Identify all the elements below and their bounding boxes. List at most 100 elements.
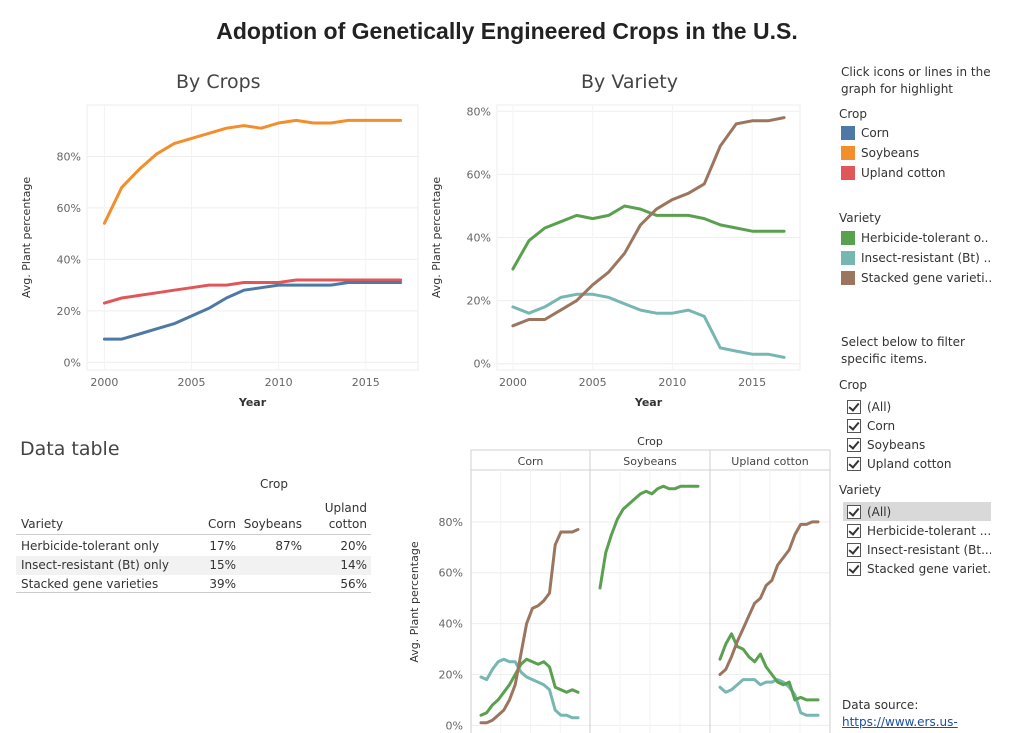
y-tick-label: 20% bbox=[439, 668, 463, 681]
by-crops-title: By Crops bbox=[176, 71, 261, 93]
table-cell: 87% bbox=[275, 539, 302, 553]
panel-line-stacked[interactable] bbox=[718, 520, 820, 676]
filter-checkbox-item[interactable]: Upland cotton bbox=[843, 454, 991, 473]
legend-label: Insect-resistant (Bt) .. bbox=[861, 251, 992, 265]
filter-checkbox-item[interactable]: Stacked gene variet... bbox=[843, 559, 991, 578]
filter-checkbox-item[interactable]: Insect-resistant (Bt... bbox=[843, 540, 991, 559]
table-row-label: Stacked gene varieties bbox=[21, 577, 159, 591]
filter-label: (All) bbox=[867, 504, 892, 519]
table-row-label: Insect-resistant (Bt) only bbox=[21, 558, 169, 572]
x-tick-label: 2015 bbox=[738, 376, 766, 389]
y-axis-label: Avg. Plant percentage bbox=[408, 541, 421, 662]
x-tick-label: 2005 bbox=[579, 376, 607, 389]
legend-item-stacked[interactable]: Stacked gene varieti.. bbox=[841, 270, 992, 286]
legend-item-cotton[interactable]: Upland cotton bbox=[841, 165, 945, 181]
checkbox-icon[interactable] bbox=[847, 456, 861, 471]
table-cell: 39% bbox=[209, 577, 236, 591]
panel-group-title: Crop bbox=[637, 435, 663, 448]
by-crops-chart[interactable]: 0% 20% 40% 60% 80% 2000 2005 2010 2015 Year Avg. P… bbox=[0, 100, 430, 430]
filter-label: (All) bbox=[867, 399, 892, 414]
legend-item-insect[interactable]: Insect-resistant (Bt) .. bbox=[841, 250, 991, 266]
x-tick-label: 2005 bbox=[178, 376, 206, 389]
x-tick-label: 2000 bbox=[499, 376, 527, 389]
legend-item-herbicide[interactable]: Herbicide-tolerant o.. bbox=[841, 230, 989, 246]
filter-label: Corn bbox=[867, 418, 896, 433]
table-cell: 15% bbox=[209, 558, 236, 572]
x-tick-label: 2015 bbox=[352, 376, 380, 389]
x-tick-label: 2010 bbox=[265, 376, 293, 389]
filter-crop-title: Crop bbox=[839, 378, 868, 392]
panel-header-label: Soybeans bbox=[623, 455, 677, 468]
checkbox-icon[interactable] bbox=[847, 418, 861, 433]
checkbox-icon[interactable] bbox=[847, 542, 861, 557]
table-row bbox=[16, 556, 371, 575]
panel-line-insect[interactable] bbox=[718, 678, 820, 717]
y-tick-label: 80% bbox=[467, 105, 491, 118]
filter-label: Soybeans bbox=[867, 437, 926, 452]
y-tick-label: 60% bbox=[467, 168, 491, 181]
filter-checkbox-item[interactable]: Corn bbox=[843, 416, 991, 435]
by-variety-chart[interactable]: 0% 20% 40% 60% 80% 2000 2005 2010 2015 Year Avg. P… bbox=[425, 100, 830, 430]
table-col-corn: Corn bbox=[207, 517, 236, 531]
y-tick-label: 60% bbox=[57, 202, 81, 215]
x-tick-label: 2000 bbox=[90, 376, 118, 389]
table-cell: 20% bbox=[340, 539, 367, 553]
series-line-stacked[interactable] bbox=[511, 116, 786, 328]
legend-label: Soybeans bbox=[861, 146, 920, 160]
legend-swatch bbox=[841, 166, 855, 180]
series-line-soybeans[interactable] bbox=[102, 118, 403, 225]
series-line-herbicide[interactable] bbox=[511, 204, 786, 271]
by-variety-title: By Variety bbox=[581, 71, 678, 93]
checkbox-icon[interactable] bbox=[847, 504, 861, 519]
checkbox-icon[interactable] bbox=[847, 437, 861, 452]
panel-line-herbicide[interactable] bbox=[598, 484, 700, 590]
y-tick-label: 20% bbox=[467, 295, 491, 308]
legend-item-corn[interactable]: Corn bbox=[841, 125, 889, 141]
source-link[interactable]: https://www.ers.us- bbox=[842, 715, 958, 729]
filter-label: Stacked gene variet... bbox=[867, 561, 991, 576]
table-row-header: Variety bbox=[21, 517, 64, 531]
y-tick-label: 0% bbox=[446, 719, 463, 732]
panel-line-insect[interactable] bbox=[479, 657, 580, 720]
crop-panels-chart[interactable]: Crop Avg. Plant percentage 0% 20% 40% 60% 80% C… bbox=[400, 430, 832, 733]
table-col-cotton: Upland cotton bbox=[324, 501, 367, 531]
data-table-title: Data table bbox=[20, 438, 120, 460]
filter-label: Insect-resistant (Bt... bbox=[867, 542, 991, 557]
filter-checkbox-item[interactable]: (All) bbox=[843, 502, 991, 521]
table-row-label: Herbicide-tolerant only bbox=[21, 539, 160, 553]
filter-checkbox-item[interactable]: Soybeans bbox=[843, 435, 991, 454]
table-header-divider bbox=[16, 534, 371, 535]
legend-swatch bbox=[841, 271, 855, 285]
plot-area bbox=[86, 104, 419, 371]
y-axis-label: Avg. Plant percentage bbox=[430, 177, 443, 298]
table-cell: 56% bbox=[340, 577, 367, 591]
y-tick-label: 60% bbox=[439, 567, 463, 580]
legend-crop-title: Crop bbox=[839, 107, 868, 121]
filter-checkbox-item[interactable]: (All) bbox=[843, 397, 991, 416]
legend-item-soybeans[interactable]: Soybeans bbox=[841, 145, 919, 161]
x-tick-label: 2010 bbox=[658, 376, 686, 389]
filter-checkbox-item[interactable]: Herbicide-tolerant ... bbox=[843, 521, 991, 540]
legend-label: Herbicide-tolerant o.. bbox=[861, 231, 989, 245]
checkbox-icon[interactable] bbox=[847, 523, 861, 538]
panel-line-herbicide[interactable] bbox=[479, 657, 580, 717]
panel-line-herbicide[interactable] bbox=[718, 632, 820, 702]
y-tick-label: 40% bbox=[439, 618, 463, 631]
legend-label: Upland cotton bbox=[861, 166, 946, 180]
x-axis-label: Year bbox=[634, 396, 663, 409]
legend-swatch bbox=[841, 126, 855, 140]
series-line-corn[interactable] bbox=[102, 281, 403, 341]
y-tick-label: 0% bbox=[474, 358, 491, 371]
checkbox-icon[interactable] bbox=[847, 561, 861, 576]
filter-variety-title: Variety bbox=[839, 483, 882, 497]
x-axis-label: Year bbox=[238, 396, 267, 409]
table-column-group: Crop bbox=[260, 477, 289, 491]
y-tick-label: 40% bbox=[57, 253, 81, 266]
panel-line-stacked[interactable] bbox=[479, 528, 580, 725]
panel-header-label: Upland cotton bbox=[731, 455, 808, 468]
series-line-insect[interactable] bbox=[511, 292, 786, 359]
y-tick-label: 20% bbox=[57, 305, 81, 318]
y-tick-label: 40% bbox=[467, 232, 491, 245]
checkbox-icon[interactable] bbox=[847, 399, 861, 414]
series-line-cotton[interactable] bbox=[102, 278, 403, 305]
